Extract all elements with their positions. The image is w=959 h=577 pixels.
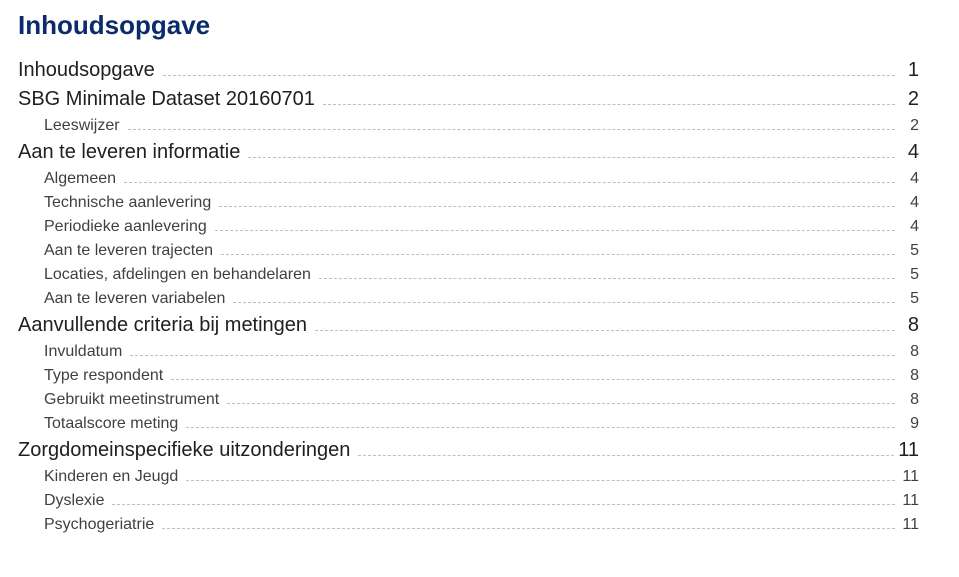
toc-label: Aan te leveren informatie — [18, 141, 244, 164]
toc-row: Totaalscore meting 9 — [44, 415, 919, 433]
toc-page-number: 11 — [899, 468, 919, 486]
toc-row: Aan te leveren variabelen 5 — [44, 290, 919, 308]
page-title: Inhoudsopgave — [18, 10, 919, 41]
toc-row: Aan te leveren trajecten 5 — [44, 242, 919, 260]
toc-label: Zorgdomeinspecifieke uitzonderingen — [18, 439, 354, 462]
toc-leader-dots — [227, 403, 895, 404]
toc-page-number: 9 — [899, 415, 919, 433]
toc-leader-dots — [319, 278, 895, 279]
toc-leader-dots — [219, 206, 895, 207]
toc-leader-dots — [315, 330, 895, 331]
toc-page-number: 8 — [899, 314, 919, 337]
toc-label: Locaties, afdelingen en behandelaren — [44, 266, 315, 284]
toc-row: Gebruikt meetinstrument 8 — [44, 391, 919, 409]
toc-leader-dots — [112, 504, 895, 505]
toc-page-number: 4 — [899, 141, 919, 164]
toc-row: Periodieke aanlevering 4 — [44, 218, 919, 236]
toc-leader-dots — [186, 480, 895, 481]
toc-row: Aanvullende criteria bij metingen 8 — [18, 314, 919, 337]
toc-page-number: 11 — [898, 439, 919, 462]
toc-row: Dyslexie 11 — [44, 492, 919, 510]
toc-row: Type respondent 8 — [44, 367, 919, 385]
toc-leader-dots — [171, 379, 895, 380]
toc-row: Invuldatum 8 — [44, 343, 919, 361]
toc-row: Algemeen 4 — [44, 170, 919, 188]
toc-page-number: 11 — [899, 516, 919, 534]
toc-leader-dots — [358, 455, 894, 456]
toc-page-number: 8 — [899, 343, 919, 361]
toc-leader-dots — [162, 528, 895, 529]
toc-label: Aanvullende criteria bij metingen — [18, 314, 311, 337]
toc-label: Technische aanlevering — [44, 194, 215, 212]
toc-row: Zorgdomeinspecifieke uitzonderingen 11 — [18, 439, 919, 462]
toc-label: Periodieke aanlevering — [44, 218, 211, 236]
toc-page-number: 5 — [899, 266, 919, 284]
toc-row: Inhoudsopgave 1 — [18, 59, 919, 82]
toc-page-number: 4 — [899, 194, 919, 212]
toc-leader-dots — [248, 157, 895, 158]
toc-leader-dots — [163, 75, 895, 76]
toc-label: Type respondent — [44, 367, 167, 385]
toc-label: Aan te leveren variabelen — [44, 290, 229, 308]
toc-row: Leeswijzer 2 — [44, 117, 919, 135]
toc-leader-dots — [130, 355, 895, 356]
toc-label: Inhoudsopgave — [18, 59, 159, 82]
toc-label: Psychogeriatrie — [44, 516, 158, 534]
toc-page-number: 8 — [899, 391, 919, 409]
toc-page-number: 2 — [899, 117, 919, 135]
toc-row: Aan te leveren informatie 4 — [18, 141, 919, 164]
toc-leader-dots — [323, 104, 895, 105]
toc-label: Aan te leveren trajecten — [44, 242, 217, 260]
toc-page-number: 11 — [899, 492, 919, 510]
toc-page-number: 2 — [899, 88, 919, 111]
toc-leader-dots — [186, 427, 895, 428]
toc-label: Totaalscore meting — [44, 415, 182, 433]
toc-row: Locaties, afdelingen en behandelaren 5 — [44, 266, 919, 284]
toc-page-number: 4 — [899, 170, 919, 188]
toc-page-number: 5 — [899, 290, 919, 308]
toc-label: Leeswijzer — [44, 117, 124, 135]
toc-label: Invuldatum — [44, 343, 126, 361]
toc-label: SBG Minimale Dataset 20160701 — [18, 88, 319, 111]
page: Inhoudsopgave Inhoudsopgave 1 SBG Minimale… — [0, 0, 959, 577]
toc-page-number: 1 — [899, 59, 919, 82]
toc-row: SBG Minimale Dataset 20160701 2 — [18, 88, 919, 111]
toc-leader-dots — [221, 254, 895, 255]
toc-page-number: 8 — [899, 367, 919, 385]
toc-leader-dots — [215, 230, 895, 231]
toc-leader-dots — [128, 129, 895, 130]
toc-row: Psychogeriatrie 11 — [44, 516, 919, 534]
toc-row: Kinderen en Jeugd 11 — [44, 468, 919, 486]
table-of-contents: Inhoudsopgave 1 SBG Minimale Dataset 20160… — [18, 59, 919, 534]
toc-leader-dots — [124, 182, 895, 183]
toc-label: Dyslexie — [44, 492, 108, 510]
toc-row: Technische aanlevering 4 — [44, 194, 919, 212]
toc-label: Gebruikt meetinstrument — [44, 391, 223, 409]
toc-page-number: 4 — [899, 218, 919, 236]
toc-leader-dots — [233, 302, 895, 303]
toc-page-number: 5 — [899, 242, 919, 260]
toc-label: Kinderen en Jeugd — [44, 468, 182, 486]
toc-label: Algemeen — [44, 170, 120, 188]
